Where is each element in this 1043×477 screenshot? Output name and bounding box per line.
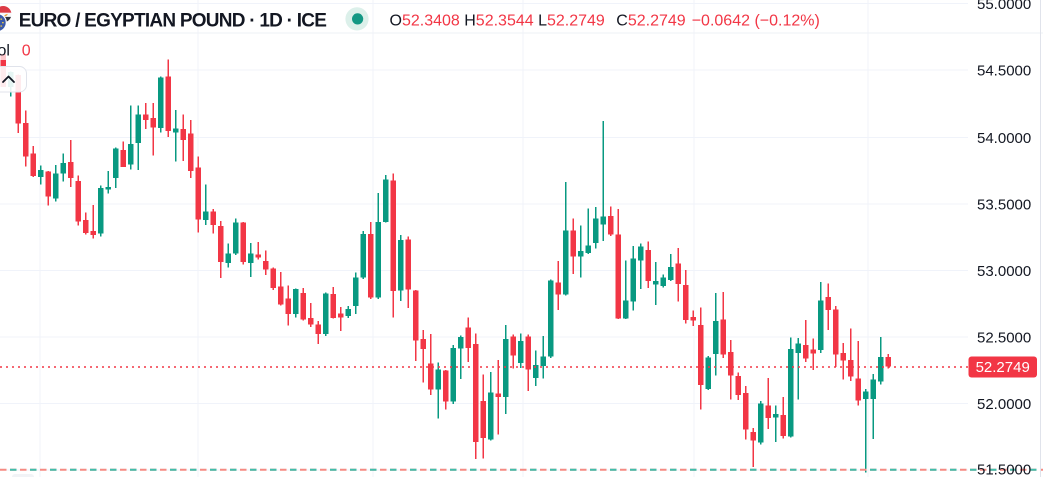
svg-text:54.5000: 54.5000 — [977, 62, 1031, 79]
svg-text:52.0000: 52.0000 — [977, 396, 1031, 413]
svg-text:0: 0 — [22, 42, 31, 59]
svg-text:O52.3408 H52.3544 L52.2749 C52: O52.3408 H52.3544 L52.2749 C52.2749 −0.0… — [390, 13, 820, 30]
svg-text:53.0000: 53.0000 — [977, 263, 1031, 280]
svg-text:52.2749: 52.2749 — [976, 359, 1030, 376]
svg-text:54.0000: 54.0000 — [977, 130, 1031, 147]
svg-text:52.5000: 52.5000 — [977, 329, 1031, 346]
svg-text:Vol: Vol — [0, 42, 10, 59]
svg-text:53.5000: 53.5000 — [977, 196, 1031, 213]
svg-text:55.0000: 55.0000 — [977, 0, 1031, 13]
svg-text:51.5000: 51.5000 — [977, 461, 1031, 477]
svg-text:EURO / EGYPTIAN POUND · 1D · I: EURO / EGYPTIAN POUND · 1D · ICE — [19, 11, 327, 32]
